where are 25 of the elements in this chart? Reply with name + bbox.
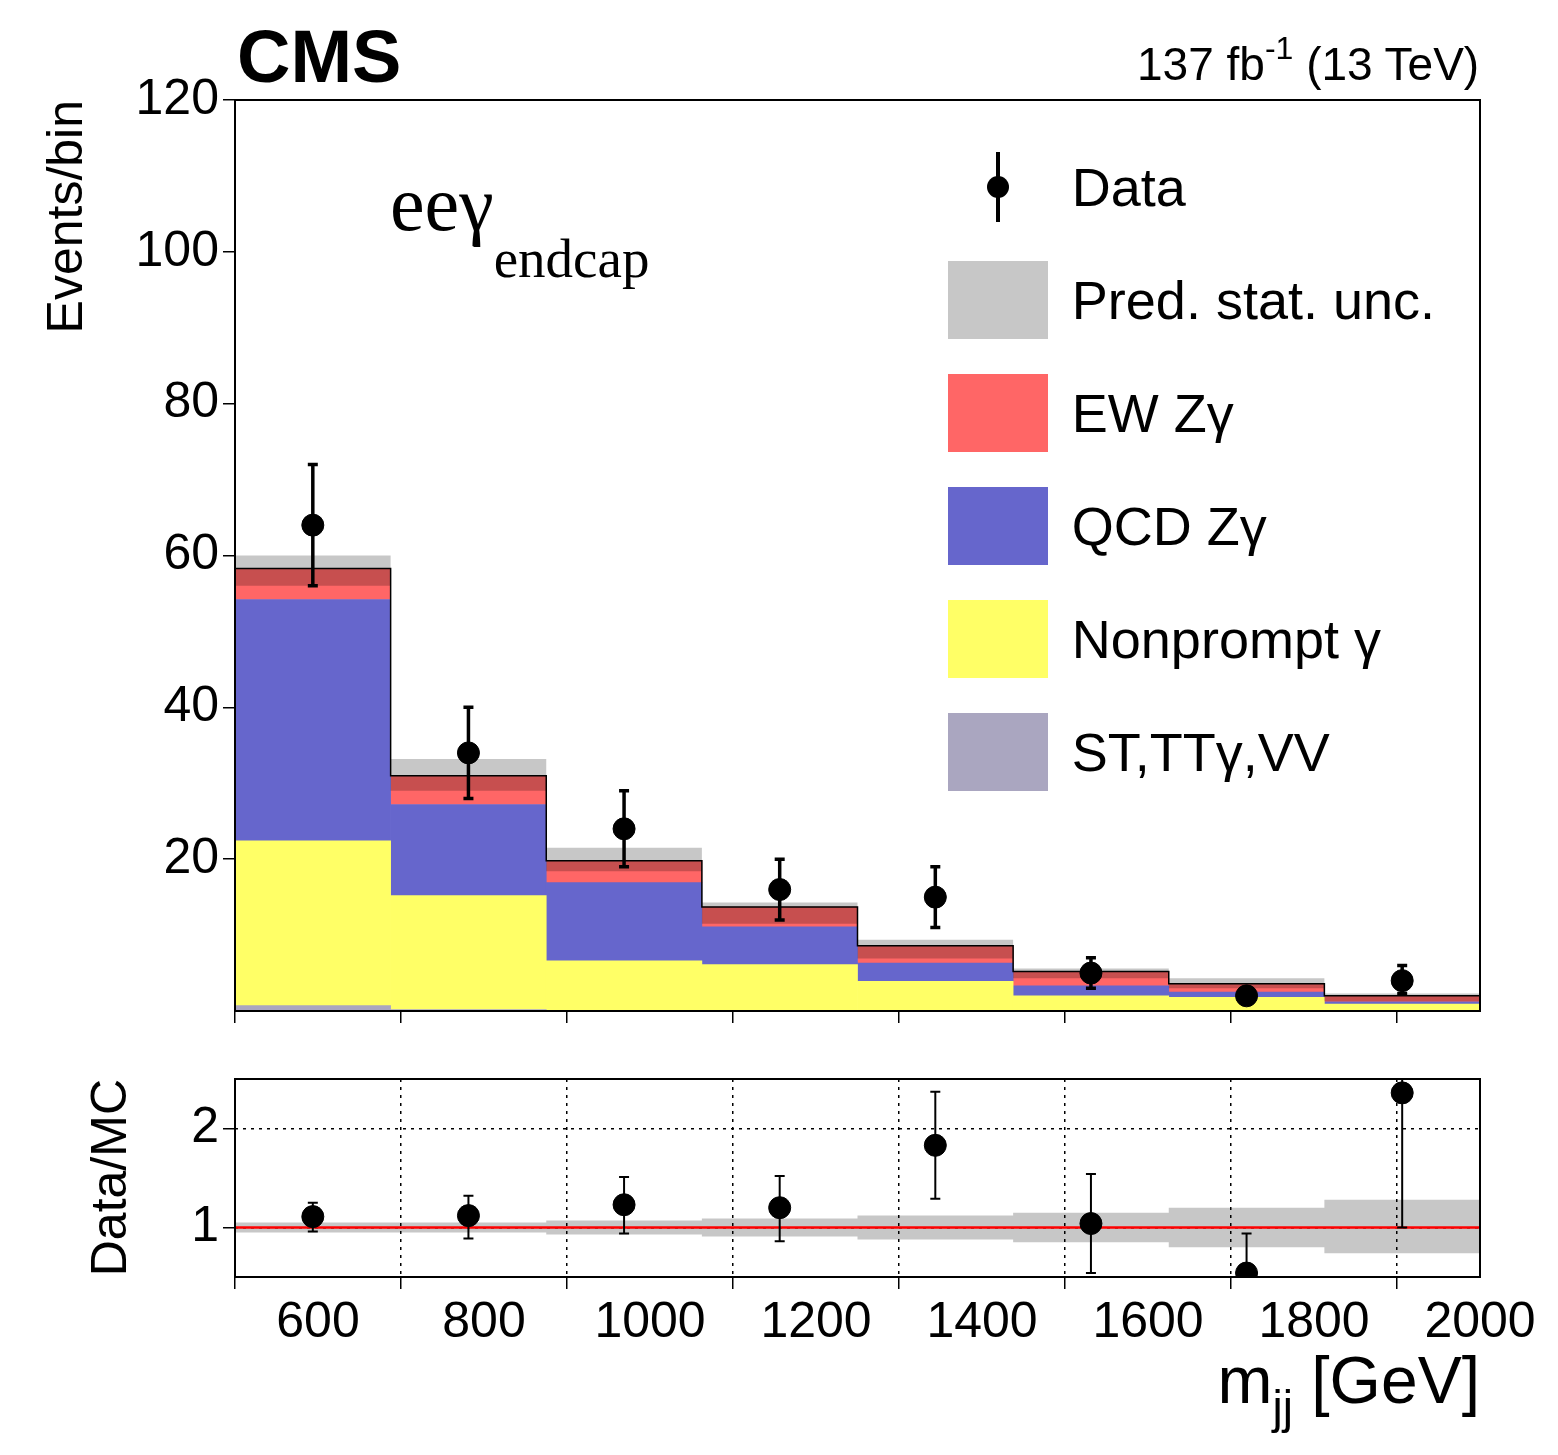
x-tick-label: 1600 [1092,1291,1204,1348]
y-tick-label: 40 [163,676,219,733]
x-tick-label: 2000 [1424,1291,1536,1348]
x-tick-label: 600 [276,1291,360,1348]
x-tick-label: 800 [442,1291,526,1348]
x-tick-label: 1000 [594,1291,706,1348]
y-tick-label: 60 [163,524,219,581]
y-tick-label: 2 [191,1097,219,1154]
x-tick-label: 1400 [926,1291,1038,1348]
x-tick-label: 1200 [760,1291,872,1348]
y-tick-label: 120 [135,68,219,125]
y-tick-label: 80 [163,372,219,429]
y-axis-title: Events/bin [37,99,93,334]
legend-label: Data [1071,155,1186,218]
y-tick-label: 1 [191,1196,219,1253]
legend-label: Nonprompt γ [1071,607,1381,670]
y-axis-title: Data/MC [81,1079,137,1277]
legend-label: QCD Zγ [1071,494,1267,557]
legend-label: Pred. stat. unc. [1071,268,1435,331]
legend-label: ST,TTγ,VV [1071,720,1330,783]
y-tick-label: 100 [135,220,219,277]
x-tick-label: 1800 [1258,1291,1370,1348]
y-tick-label: 20 [163,827,219,884]
chart-title: CMS [237,15,402,98]
legend-label: EW Zγ [1071,381,1234,444]
